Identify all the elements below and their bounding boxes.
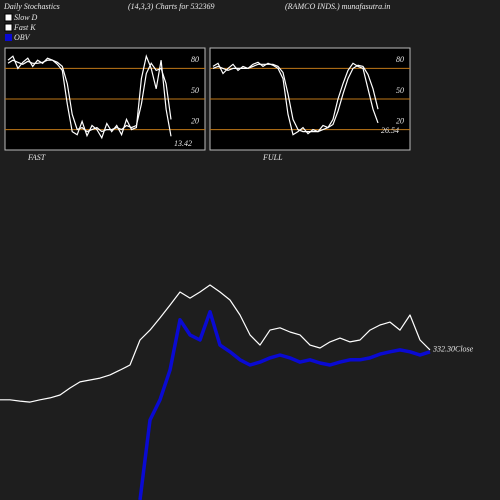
legend-swatch (4, 13, 13, 22)
y-tick-label: 80 (396, 55, 404, 64)
series-line (0, 284, 431, 403)
close-label: 332.30Close (432, 345, 474, 354)
series-line (212, 63, 379, 133)
panel-label: FAST (27, 153, 46, 162)
y-tick-label: 50 (191, 86, 199, 95)
y-tick-label: 80 (191, 55, 199, 64)
source: (RAMCO INDS.) munafasutra.in (285, 2, 390, 11)
value-label: 13.42 (174, 139, 192, 148)
legend-label: Slow D (14, 13, 38, 22)
value-label: 26.54 (381, 126, 399, 135)
legend-label: OBV (14, 33, 31, 42)
chart-title: Daily Stochastics (3, 2, 60, 11)
series-line (7, 59, 172, 133)
chart-subtitle: (14,3,3) Charts for 532369 (128, 2, 214, 11)
y-tick-label: 50 (396, 86, 404, 95)
legend-swatch (5, 34, 12, 41)
series-line (138, 310, 431, 500)
legend-swatch (4, 23, 13, 32)
y-tick-label: 20 (396, 116, 404, 125)
y-tick-label: 20 (191, 116, 199, 125)
panel-label: FULL (262, 153, 283, 162)
legend-label: Fast K (13, 23, 36, 32)
